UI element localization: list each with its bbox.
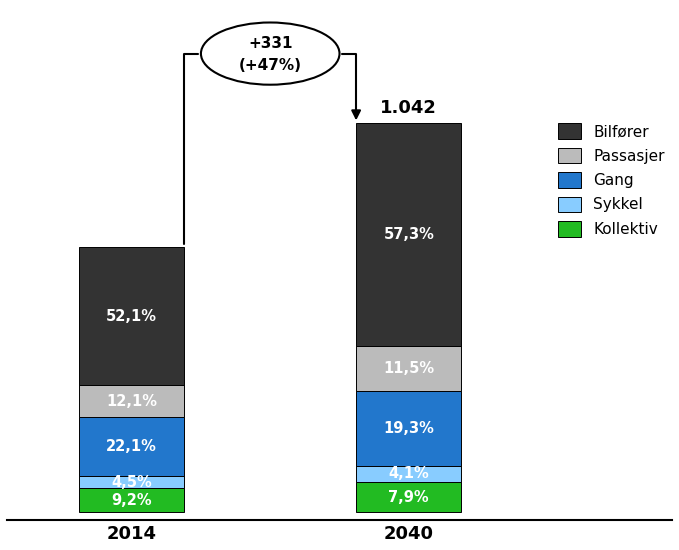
Text: +331: +331 bbox=[248, 36, 293, 51]
Text: 4,5%: 4,5% bbox=[111, 475, 152, 490]
Bar bbox=[356, 123, 462, 346]
Legend: Bilfører, Passasjer, Gang, Sykkel, Kollektiv: Bilfører, Passasjer, Gang, Sykkel, Kolle… bbox=[552, 117, 671, 243]
Text: 57,3%: 57,3% bbox=[384, 227, 434, 242]
Text: 12,1%: 12,1% bbox=[106, 394, 157, 409]
Bar bbox=[356, 346, 462, 390]
Text: 9,2%: 9,2% bbox=[111, 493, 152, 508]
Text: 11,5%: 11,5% bbox=[383, 361, 435, 376]
Text: 19,3%: 19,3% bbox=[384, 421, 434, 436]
Text: 1.042: 1.042 bbox=[380, 100, 437, 117]
Ellipse shape bbox=[201, 23, 340, 85]
Text: (+47%): (+47%) bbox=[239, 58, 301, 73]
Bar bbox=[79, 247, 184, 386]
Bar bbox=[79, 417, 184, 476]
Bar bbox=[79, 386, 184, 417]
Text: 52,1%: 52,1% bbox=[106, 309, 157, 324]
Text: 22,1%: 22,1% bbox=[106, 439, 157, 454]
Bar bbox=[79, 488, 184, 513]
Bar bbox=[356, 390, 462, 466]
Text: 4,1%: 4,1% bbox=[388, 466, 429, 481]
Bar bbox=[356, 482, 462, 513]
Bar bbox=[356, 466, 462, 482]
Bar bbox=[79, 476, 184, 488]
Text: 7,9%: 7,9% bbox=[388, 490, 429, 504]
